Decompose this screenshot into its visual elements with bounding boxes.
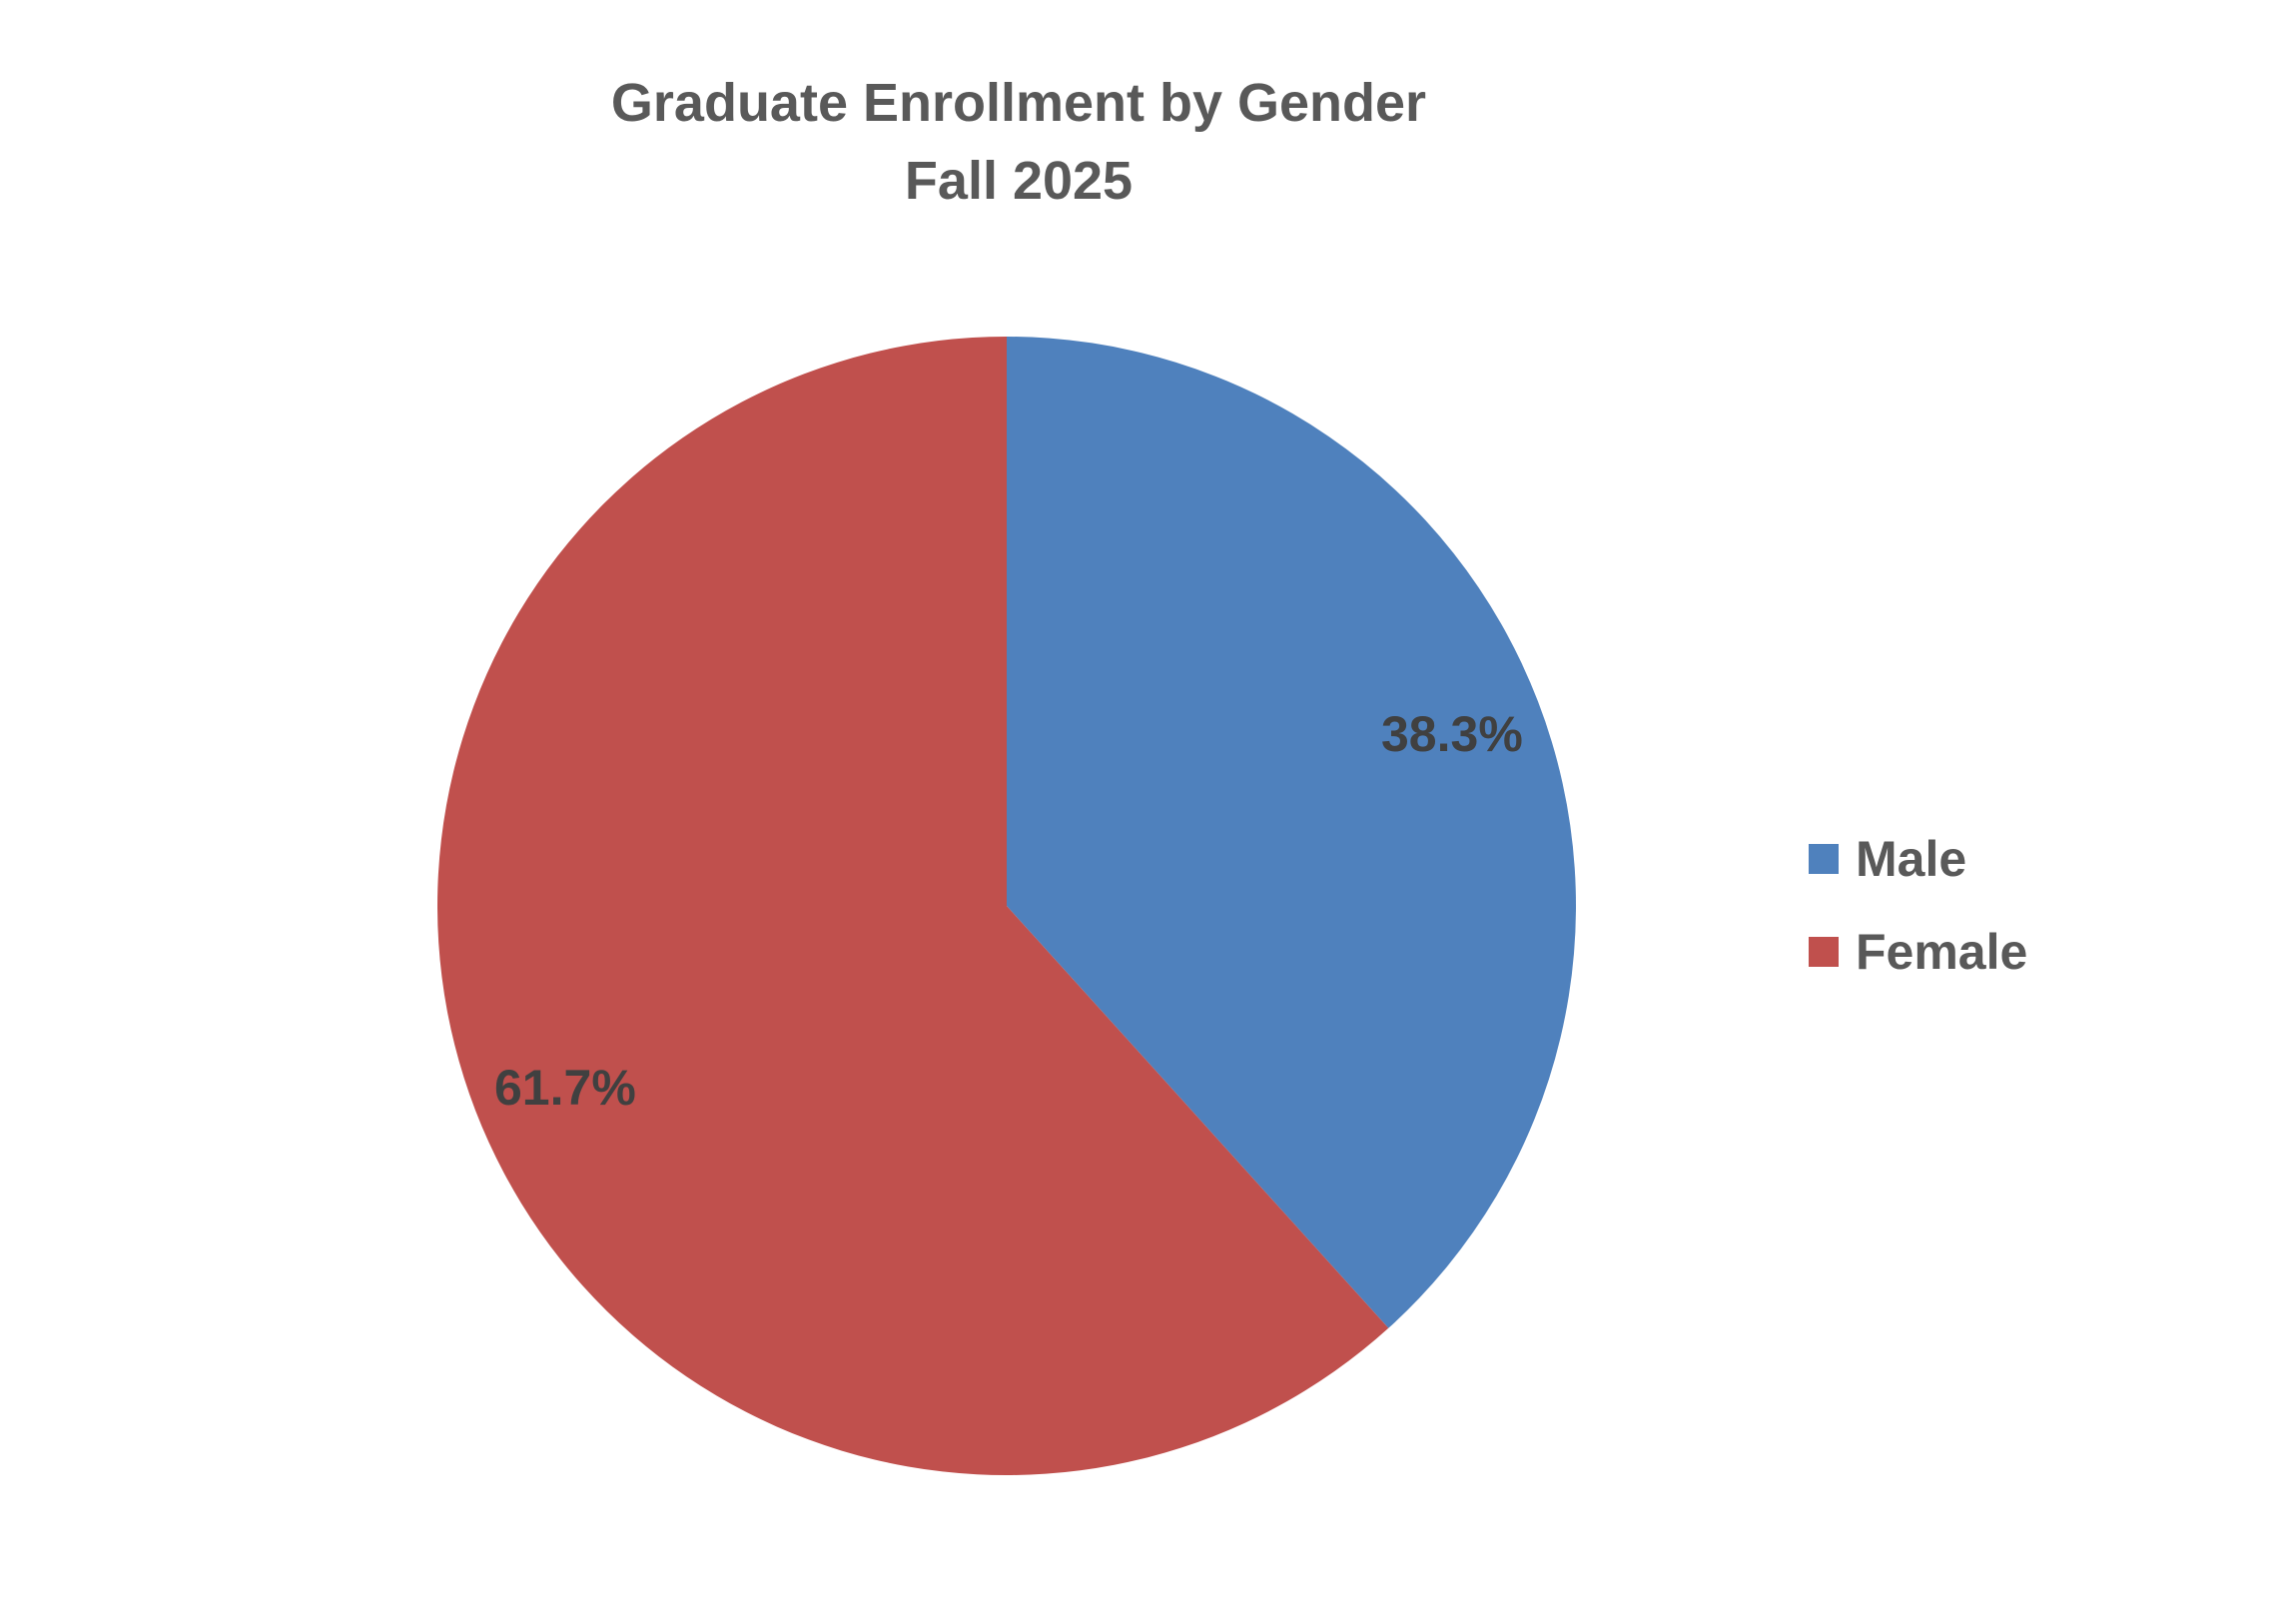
legend-label-female: Female — [1856, 924, 2028, 980]
legend-swatch-male — [1809, 844, 1839, 874]
legend-swatch-female — [1809, 937, 1839, 967]
legend: Male Female — [1809, 829, 2027, 1015]
legend-item-male[interactable]: Male — [1809, 829, 2027, 889]
legend-label-male: Male — [1856, 831, 1967, 887]
chart-subtitle: Fall 2025 — [904, 151, 1134, 211]
pie-slice-male[interactable] — [1007, 337, 1577, 1328]
data-label-male: 38.3% — [1381, 706, 1523, 762]
data-label-female: 61.7% — [494, 1060, 636, 1116]
pie-slice-female[interactable] — [437, 337, 1389, 1475]
chart-title: Graduate Enrollment by Gender — [610, 73, 1427, 133]
legend-item-female[interactable]: Female — [1809, 922, 2027, 982]
